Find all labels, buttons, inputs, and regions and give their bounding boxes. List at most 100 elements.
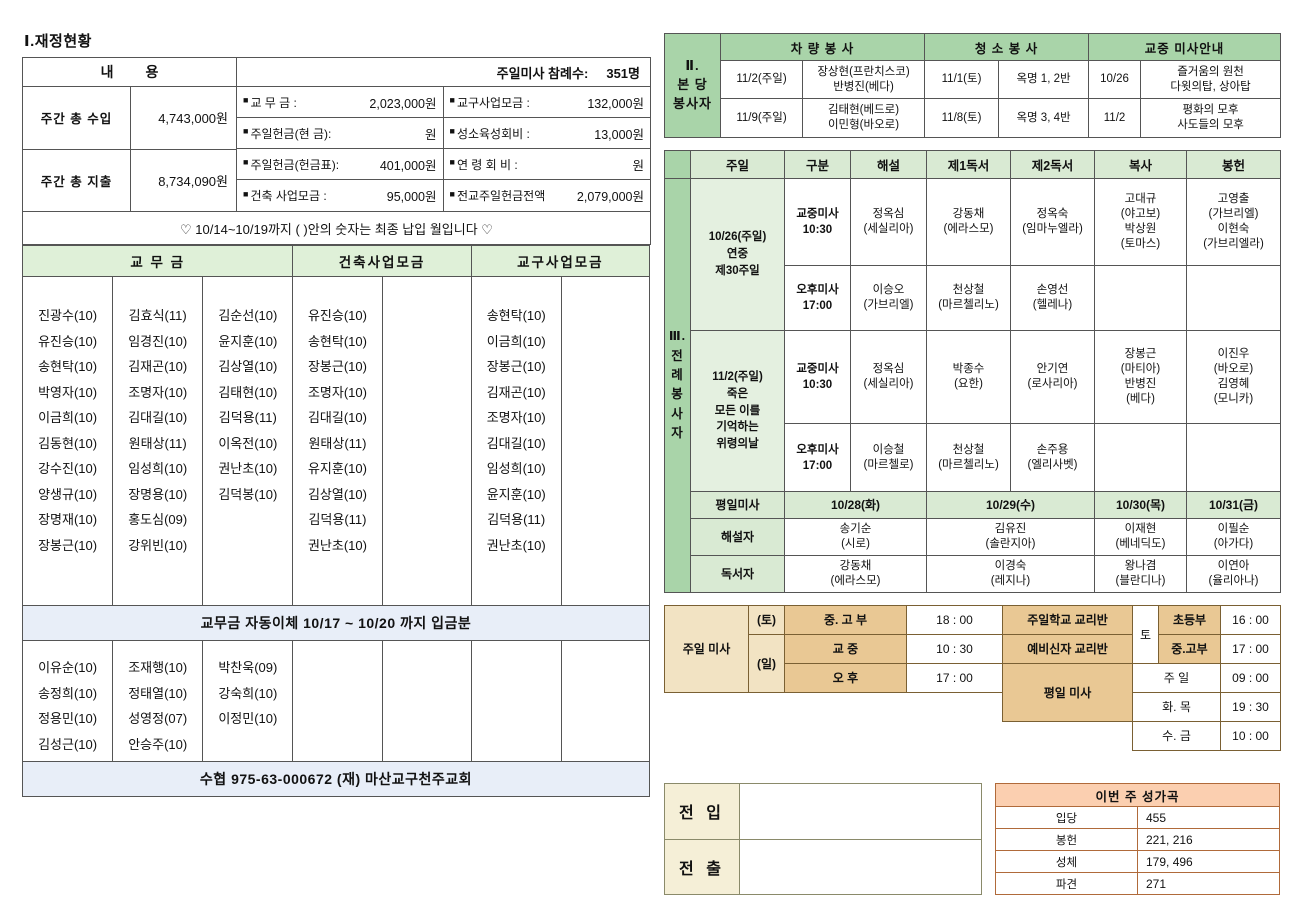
liturgy-header-reading1: 제1독서: [926, 149, 1011, 179]
detail-name: 성소육성회비 :: [456, 126, 530, 141]
liturgy-date: 10/26(주일) 연중 제30주일: [690, 177, 785, 331]
finance-expense-row: 주간 총 지출 8,734,090원: [22, 148, 651, 212]
liturgy-label-line: Ⅲ.: [668, 329, 687, 344]
auto-column: 조재행(10) 정태열(10) 성영정(07) 안승주(10): [112, 640, 204, 762]
cleaning-date: 11/8(토): [924, 98, 1000, 138]
bottom-row: 전 입 전 출 이번 주 성가곡 입당 455 봉헌 221, 216 성체: [664, 783, 1280, 895]
parish-row: 11/9(주일) 김태현(베드로) 이민형(바오로) 11/8(토) 옥명 3, …: [665, 98, 1282, 138]
weekday-date: 10/30(목): [1094, 490, 1187, 519]
weekday-days: 화. 목: [1132, 691, 1221, 722]
weekday-date: 10/31(금): [1186, 490, 1281, 519]
saturday-label: (토): [748, 604, 785, 635]
vehicle-date: 11/9(주일): [720, 98, 803, 138]
liturgy-header-offering: 봉헌: [1186, 149, 1281, 179]
hymn-part: 입당: [995, 806, 1138, 829]
liturgy-commentator: 이승철 (마르첼로): [850, 423, 927, 492]
detail-item: ■ 교 무 금 : 2,023,000원: [237, 87, 444, 118]
detail-value: 2,023,000원: [369, 96, 437, 111]
liturgy-servers: [1094, 423, 1187, 492]
detail-item: ■ 건축 사업모금 : 95,000원: [237, 180, 444, 211]
bullet-icon: ■: [449, 188, 455, 199]
auto-transfer-banner-row: 교무금 자동이체 10/17 ~ 10/20 까지 입금분: [22, 605, 650, 641]
transfer-table: 전 입 전 출: [664, 783, 982, 895]
finance-detail-cell: ■ 교 무 금 : 2,023,000원 ■ 교구사업모금 : 132,000원…: [236, 86, 651, 212]
catechumen-day: 주 일: [1132, 662, 1221, 693]
donor-name: 김덕용(11): [487, 512, 546, 527]
donor-name: 유진승(10): [38, 333, 98, 349]
liturgy-label-line: 봉: [671, 387, 684, 402]
liturgy-label-line: 사: [671, 406, 684, 421]
donation-table: 교 무 금 건축사업모금 교구사업모금 진광수(10) 유진승(10) 송현탁(10…: [21, 245, 651, 797]
hymn-number: 221, 216: [1137, 828, 1280, 851]
mass-schedule-row: (일) 교 중 10 : 30 예비신자 교리반 중.고부 17 : 00: [665, 633, 1281, 693]
donor-name: 임성희(10): [486, 461, 546, 476]
liturgy-header-kind: 구분: [784, 149, 851, 179]
weekday-mass-label: 평일 미사: [1002, 662, 1133, 722]
liturgy-commentator: 이승오 (가브리엘): [850, 264, 927, 331]
donor-name: 김대길(10): [307, 410, 367, 425]
liturgy-row: 오후미사 17:00 이승오 (가브리엘) 천상철 (마르첼리노) 손영선 (헬레나): [665, 264, 1281, 331]
auto-column: [381, 640, 472, 762]
transfer-out-row: 전 출: [664, 838, 982, 895]
liturgy-mass-kind: 교중미사 10:30: [784, 177, 851, 266]
auto-donor-name: 조재행(10): [128, 660, 188, 675]
detail-value: 401,000원: [379, 158, 437, 173]
mass-guide-header: 교중 미사안내: [1088, 33, 1282, 61]
donor-name: 김대길(10): [486, 435, 546, 451]
vehicle-service-header: 차 량 봉 사: [719, 33, 926, 61]
weekday-commentator-row: 해설자 송기순 (시로) 김유진 (솔란지아) 이재현 (베네딕도) 이필순 (아가다): [665, 517, 1281, 556]
donor-name: 유지훈(10): [307, 461, 367, 476]
detail-name: 교 무 금 :: [250, 95, 297, 110]
liturgy-offering: 고영출 (가브리엘) 이현숙 (가브리엘라): [1186, 177, 1281, 266]
liturgy-table: 주일 구분 해설 제1독서 제2독서 복사 봉헌 Ⅲ. 전 례 봉 사 자 10…: [664, 149, 1281, 593]
spacer: [1003, 721, 1133, 750]
donor-name: 김동현(10): [38, 435, 98, 451]
bullet-icon: ■: [243, 188, 249, 199]
donor-name: 송현탁(10): [486, 308, 546, 323]
name-list: 유진승(10) 송현탁(10) 장봉근(10) 조명자(10) 김대길(10) 원태상(1…: [293, 305, 381, 554]
donor-name: 유진승(10): [307, 308, 367, 323]
donation-column: [560, 276, 651, 606]
catechism-time: 17 : 00: [1220, 633, 1281, 664]
detail-name: 연 령 회 비 :: [456, 157, 518, 172]
donor-name: 조명자(10): [486, 410, 546, 425]
donation-header-diocese: 교구사업모금: [470, 245, 651, 277]
hymn-row: 입당 455: [995, 806, 1280, 829]
catechism-grade: 중.고부: [1158, 633, 1221, 664]
auto-column: [292, 640, 383, 762]
liturgy-servers: [1094, 264, 1187, 331]
liturgy-offering: 이진우 (바오로) 김영혜 (모니카): [1186, 329, 1281, 425]
donor-name: 강수진(10): [38, 461, 98, 476]
auto-donor-name: 성영정(07): [128, 711, 188, 726]
cleaning-date: 11/1(토): [924, 59, 1000, 100]
expense-amount: 8,734,090원: [130, 148, 237, 212]
donor-name: 장봉근(10): [38, 537, 98, 553]
spacer: [665, 721, 1003, 750]
donor-name: 김재곤(10): [128, 359, 188, 374]
donor-name: 김대길(10): [128, 410, 188, 425]
donor-name: 원태상(11): [128, 435, 187, 451]
parish-service-table: Ⅱ. 본 당 봉사자 차 량 봉 사 청 소 봉 사 교중 미사안내 11/2(…: [664, 33, 1282, 138]
transfer-out-label: 전 출: [664, 838, 740, 895]
parish-label-line: 본 당: [677, 77, 708, 93]
liturgy-label-line: 례: [671, 367, 684, 382]
liturgy-mass-kind: 교중미사 10:30: [784, 329, 851, 425]
hymn-part: 성체: [995, 850, 1138, 873]
liturgy-mass-kind: 오후미사 17:00: [784, 423, 851, 492]
detail-item: ■ 주일헌금(헌금표): 401,000원: [237, 149, 444, 180]
parish-label-line: Ⅱ.: [685, 58, 700, 74]
bullet-icon: ■: [243, 126, 249, 136]
attendance-cell: 주일미사 참례수: 351명: [236, 57, 651, 87]
cleaning-service-header: 청 소 봉 사: [924, 33, 1090, 61]
donation-header-building: 건축사업모금: [292, 245, 472, 277]
transfer-out-value[interactable]: [739, 838, 982, 895]
sunday-label: (일): [748, 633, 785, 693]
donor-name: 장명용(10): [128, 486, 188, 502]
account-banner: 수협 975-63-000672 (재) 마산교구천주교회: [22, 761, 650, 797]
hymn-part: 파견: [995, 872, 1138, 895]
transfer-in-value[interactable]: [739, 783, 982, 840]
guide-text: 평화의 모후 사도들의 모후: [1140, 98, 1282, 138]
liturgy-row: Ⅲ. 전 례 봉 사 자 10/26(주일) 연중 제30주일 교중미사 10:30 …: [664, 177, 1281, 593]
hymn-part: 봉헌: [995, 828, 1138, 851]
weekday-time: 19 : 30: [1220, 691, 1281, 722]
